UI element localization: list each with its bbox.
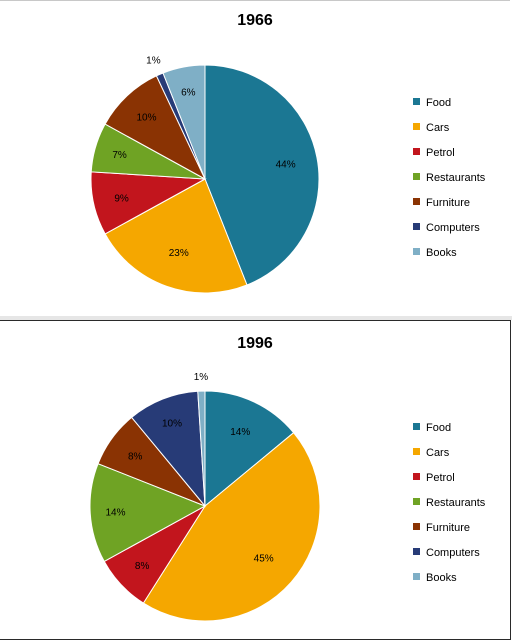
- legend-label-cars: Cars: [426, 122, 450, 134]
- pie-labels: 14% 45% 8% 14% 8% 10% 1%: [105, 372, 273, 572]
- legend-label-computers: Computers: [426, 547, 480, 559]
- pie-slice-books: [162, 64, 206, 180]
- legend-swatch-food: [413, 98, 420, 105]
- data-label-food: 14%: [230, 427, 250, 438]
- pie-chart-1966: 1966 44% 23% 9% 7% 10% 1% 6% Food Cars Petrol Res…: [90, 12, 486, 294]
- legend-swatch-cars: [413, 123, 420, 130]
- chart-title: 1966: [237, 12, 273, 29]
- chart-title: 1996: [237, 335, 273, 352]
- legend-swatch-books: [413, 248, 420, 255]
- pie-slice-food: [204, 64, 320, 286]
- data-label-computers: 1%: [146, 56, 161, 67]
- legend-swatch-cars: [413, 448, 420, 455]
- pie-slice-cars: [104, 178, 248, 294]
- data-label-cars: 23%: [169, 248, 189, 259]
- legend-label-books: Books: [426, 572, 457, 584]
- legend-label-restaurants: Restaurants: [426, 172, 486, 184]
- legend-label-food: Food: [426, 97, 451, 109]
- legend: Food Cars Petrol Restaurants Furniture Comput…: [413, 422, 486, 584]
- pie-slice-restaurants: [89, 463, 207, 563]
- data-label-petrol: 8%: [135, 561, 150, 572]
- legend-label-restaurants: Restaurants: [426, 497, 486, 509]
- legend-swatch-computers: [413, 223, 420, 230]
- pie-slices: [89, 390, 321, 622]
- legend-label-computers: Computers: [426, 222, 480, 234]
- data-label-cars: 45%: [254, 554, 274, 565]
- legend-label-petrol: Petrol: [426, 472, 455, 484]
- chart-panel-1966: 1966 44% 23% 9% 7% 10% 1% 6% Food Cars Petrol Res…: [0, 0, 510, 318]
- legend-swatch-food: [413, 423, 420, 430]
- pie-slices: [90, 64, 320, 294]
- legend-label-cars: Cars: [426, 447, 450, 459]
- data-label-computers: 10%: [162, 419, 182, 430]
- legend-swatch-petrol: [413, 473, 420, 480]
- data-label-furniture: 8%: [128, 451, 143, 462]
- data-label-food: 44%: [276, 160, 296, 171]
- pie-chart-1996: 1996 14% 45% 8% 14% 8% 10% 1% Food Cars Petrol Re…: [89, 335, 486, 622]
- legend-label-food: Food: [426, 422, 451, 434]
- legend-swatch-restaurants: [413, 498, 420, 505]
- data-label-books: 1%: [194, 372, 209, 383]
- legend-label-furniture: Furniture: [426, 522, 470, 534]
- data-label-restaurants: 7%: [112, 150, 127, 161]
- legend-swatch-books: [413, 573, 420, 580]
- pie-slice-computers: [130, 390, 206, 508]
- data-label-petrol: 9%: [114, 194, 129, 205]
- legend-swatch-petrol: [413, 148, 420, 155]
- legend-swatch-computers: [413, 548, 420, 555]
- legend-swatch-furniture: [413, 198, 420, 205]
- panel-separator: [0, 316, 512, 320]
- data-label-furniture: 10%: [136, 113, 156, 124]
- chart-panel-1996: 1996 14% 45% 8% 14% 8% 10% 1% Food Cars Petrol Re…: [0, 320, 511, 640]
- legend-label-furniture: Furniture: [426, 197, 470, 209]
- pie-labels: 44% 23% 9% 7% 10% 1% 6%: [112, 56, 295, 259]
- legend-label-petrol: Petrol: [426, 147, 455, 159]
- legend: Food Cars Petrol Restaurants Furniture Comput…: [413, 97, 486, 259]
- pie-slice-books: [197, 390, 206, 507]
- pie-slice-furniture: [104, 75, 207, 181]
- pie-slice-cars: [142, 431, 321, 622]
- data-label-books: 6%: [181, 88, 196, 99]
- pie-slice-food: [204, 390, 295, 508]
- data-label-restaurants: 14%: [105, 508, 125, 519]
- legend-swatch-restaurants: [413, 173, 420, 180]
- legend-swatch-furniture: [413, 523, 420, 530]
- legend-label-books: Books: [426, 247, 457, 259]
